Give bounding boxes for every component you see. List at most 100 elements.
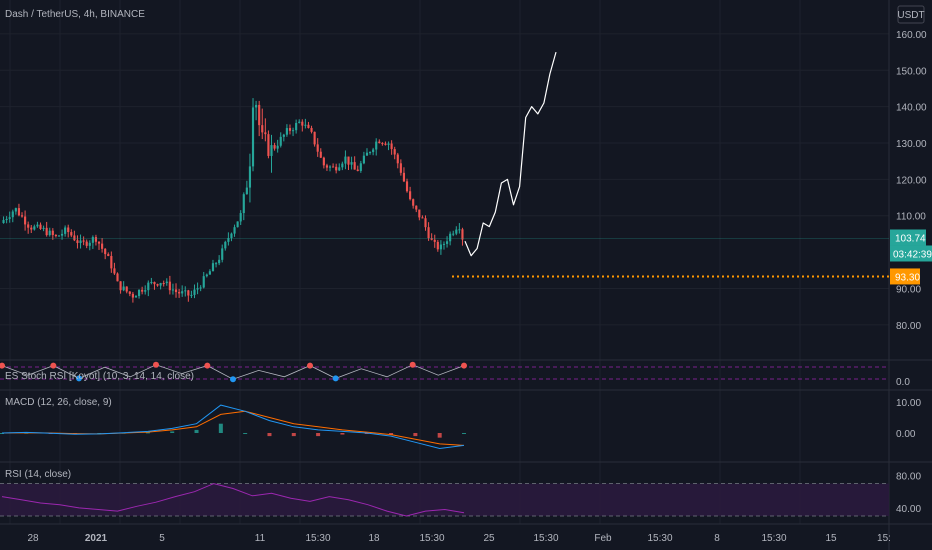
candle-body bbox=[141, 289, 144, 292]
candle-body bbox=[224, 241, 227, 249]
candle-body bbox=[57, 235, 61, 237]
time-tick-label: 25 bbox=[483, 533, 495, 544]
candle-body bbox=[14, 208, 17, 212]
macd-histogram-bar bbox=[218, 423, 223, 433]
candle-body bbox=[125, 286, 128, 292]
countdown-value: 03:42:39 bbox=[893, 249, 932, 260]
candle-body bbox=[424, 218, 427, 228]
candle-body bbox=[147, 282, 150, 291]
price-tick-label: 150.00 bbox=[896, 66, 927, 77]
candle-body bbox=[230, 233, 233, 239]
candle-body bbox=[184, 290, 187, 292]
candle-body bbox=[267, 134, 270, 156]
candle-body bbox=[273, 145, 276, 149]
price-tick-label: 90.00 bbox=[896, 284, 921, 295]
candle-body bbox=[276, 145, 279, 149]
candle-body bbox=[344, 156, 347, 164]
candle-body bbox=[313, 131, 316, 145]
candle-body bbox=[445, 241, 449, 244]
macd-histogram-bar bbox=[145, 432, 150, 434]
candle-body bbox=[375, 141, 378, 150]
candle-body bbox=[332, 166, 335, 168]
macd-histogram-bar bbox=[194, 429, 199, 433]
stoch-overbought-dot bbox=[409, 361, 416, 368]
candle-body bbox=[153, 282, 156, 285]
candle-body bbox=[101, 243, 104, 249]
candle-body bbox=[372, 149, 375, 153]
candle-body bbox=[258, 104, 261, 126]
candle-body bbox=[67, 227, 70, 233]
macd-histogram-bar bbox=[462, 433, 466, 434]
time-tick-label: 15:30 bbox=[305, 533, 330, 544]
candle-body bbox=[359, 163, 362, 171]
candle-body bbox=[433, 239, 436, 242]
candle-body bbox=[430, 238, 433, 240]
candle-body bbox=[365, 152, 369, 156]
candle-body bbox=[227, 238, 230, 242]
candle-body bbox=[208, 271, 211, 275]
candle-body bbox=[449, 233, 452, 242]
candle-body bbox=[415, 205, 418, 210]
macd-histogram-bar bbox=[291, 433, 296, 437]
grid-lines bbox=[0, 0, 889, 524]
last-price-bg bbox=[890, 229, 926, 246]
macd-histogram-bar bbox=[0, 433, 4, 434]
candle-body bbox=[455, 229, 458, 234]
candle-body bbox=[76, 240, 79, 244]
candle-body bbox=[214, 263, 218, 265]
currency-button[interactable]: USDT bbox=[897, 5, 925, 24]
price-axis[interactable]: 160.00 150.00 140.00 130.00 120.00 110.00 90.0… bbox=[896, 30, 927, 332]
candle-body bbox=[442, 243, 446, 245]
candle-body bbox=[150, 282, 153, 284]
candle-body bbox=[64, 227, 67, 234]
candle-body bbox=[412, 199, 415, 206]
countdown-bg bbox=[890, 245, 932, 262]
candle-body bbox=[221, 248, 224, 260]
candle-body bbox=[24, 216, 27, 225]
candle-body bbox=[264, 132, 267, 135]
stoch-oversold-dot bbox=[76, 375, 82, 382]
candle-body bbox=[279, 136, 282, 146]
time-tick-label: 11 bbox=[255, 533, 266, 544]
macd-title: MACD (12, 26, close, 9) bbox=[5, 397, 112, 408]
candle-body bbox=[335, 166, 338, 171]
candle-body bbox=[85, 241, 88, 246]
time-axis[interactable]: 28 2021 5 11 15:30 18 15:30 25 15:30 Feb 15:30 8 15:… bbox=[27, 533, 891, 544]
candle-body bbox=[418, 209, 421, 218]
macd-tick-label: 10.00 bbox=[896, 398, 921, 409]
candle-body bbox=[119, 281, 122, 291]
macd-histogram-bar bbox=[340, 433, 345, 435]
rsi-tick-label: 80.00 bbox=[896, 472, 921, 483]
candle-body bbox=[174, 289, 178, 293]
rsi-tick-label: 40.00 bbox=[896, 504, 921, 515]
stoch-overbought-dot bbox=[461, 362, 467, 369]
candle-body bbox=[5, 218, 8, 221]
price-tick-label: 140.00 bbox=[896, 103, 927, 114]
time-tick-label: 15 bbox=[825, 533, 837, 544]
time-tick-label: 2021 bbox=[85, 533, 108, 544]
candle-body bbox=[70, 232, 73, 236]
time-tick-label: 15:30 bbox=[533, 533, 558, 544]
candle-body bbox=[171, 289, 175, 291]
currency-button-border bbox=[897, 5, 925, 24]
macd-histogram-bar bbox=[316, 433, 321, 437]
candle-body bbox=[159, 283, 162, 286]
support-label-bg bbox=[890, 268, 920, 285]
candle-body bbox=[97, 241, 101, 244]
macd-histogram-bar bbox=[170, 431, 175, 433]
candle-body bbox=[91, 237, 94, 243]
candle-body bbox=[211, 263, 215, 272]
candle-body bbox=[458, 229, 461, 231]
candle-body bbox=[307, 124, 310, 128]
candle-body bbox=[384, 143, 387, 145]
candle-body bbox=[328, 166, 332, 168]
time-tick-label: 15: bbox=[877, 533, 891, 544]
candle-body bbox=[134, 296, 138, 298]
price-tick-label: 110.00 bbox=[896, 212, 926, 223]
candle-body bbox=[20, 215, 24, 217]
candle-body bbox=[285, 128, 288, 135]
candlestick-series bbox=[2, 98, 464, 303]
candle-body bbox=[347, 156, 350, 165]
